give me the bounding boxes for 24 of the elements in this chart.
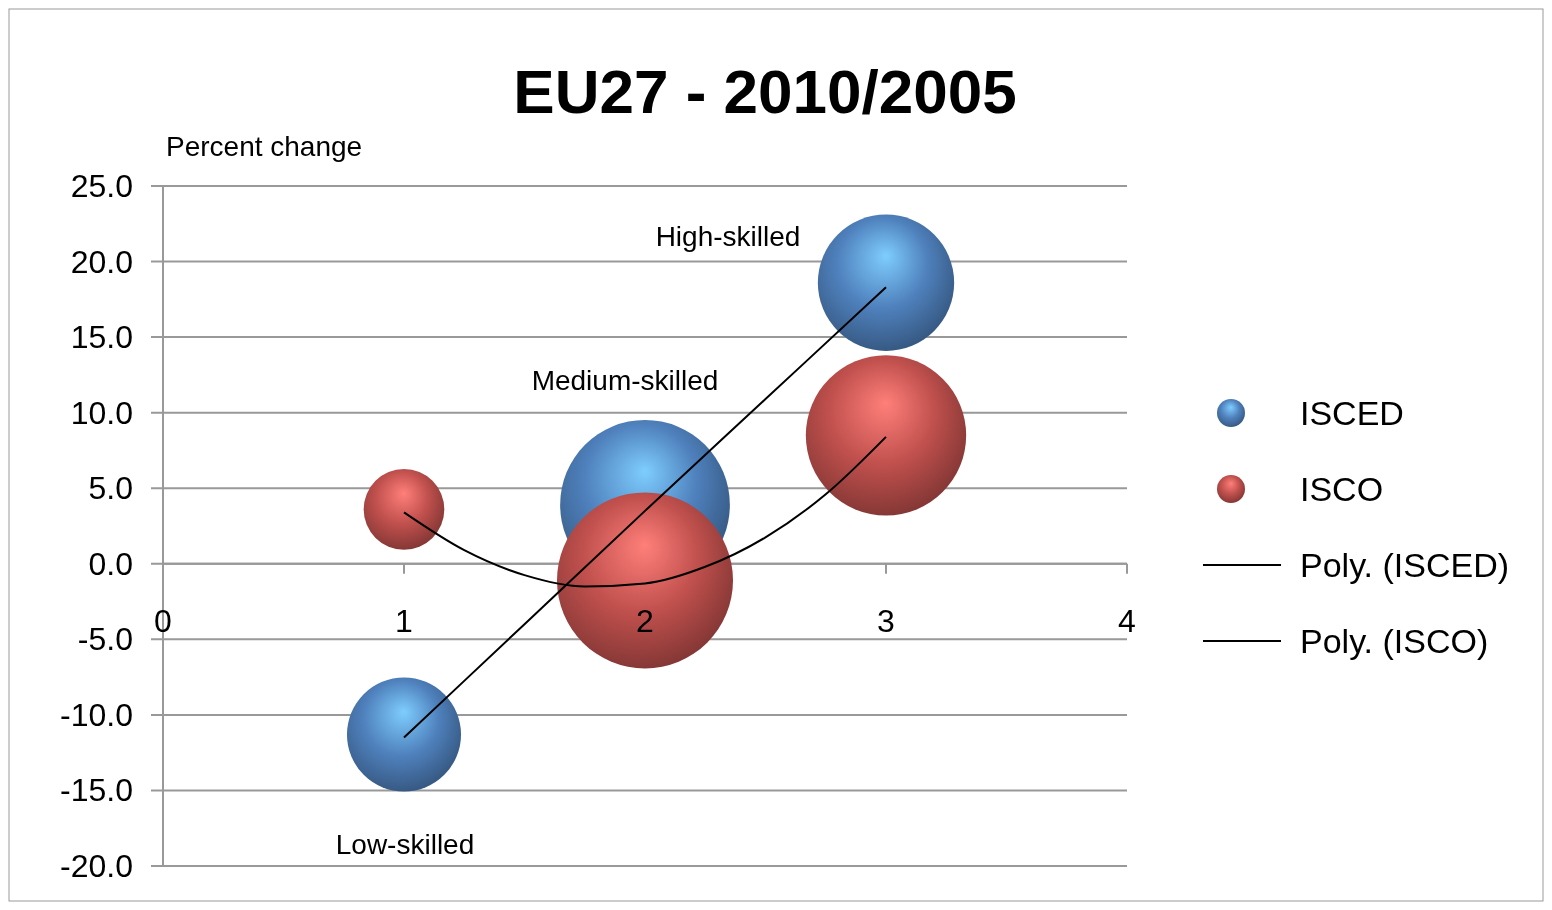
y-tick-label: -5.0 xyxy=(77,621,133,658)
chart-title: EU27 - 2010/2005 xyxy=(513,57,1017,126)
y-tick-label: 0.0 xyxy=(88,545,133,582)
legend-label: Poly. (ISCED) xyxy=(1300,546,1510,584)
legend-label: ISCED xyxy=(1300,394,1404,432)
y-tick-label: -20.0 xyxy=(60,848,133,884)
x-tick-label: 3 xyxy=(877,602,895,639)
y-tick-label: 15.0 xyxy=(70,319,133,356)
y-tick-label: 25.0 xyxy=(70,168,133,204)
y-axis-title: Percent change xyxy=(166,131,363,162)
x-tick-label: 1 xyxy=(395,602,413,639)
legend-label: Poly. (ISCO) xyxy=(1300,622,1489,660)
y-tick-label: -10.0 xyxy=(60,696,133,733)
y-tick-label: -15.0 xyxy=(60,772,133,809)
y-tick-label: 20.0 xyxy=(70,243,133,280)
annotation: High-skilled xyxy=(655,221,801,252)
annotation: Medium-skilled xyxy=(531,365,719,396)
y-tick-label: 5.0 xyxy=(88,470,133,507)
x-tick-label: 2 xyxy=(636,602,654,639)
y-tick-label: 10.0 xyxy=(70,394,133,431)
annotation: Low-skilled xyxy=(335,829,475,860)
x-tick-label: 4 xyxy=(1118,602,1136,639)
legend-label: ISCO xyxy=(1300,470,1384,508)
x-tick-label: 0 xyxy=(154,602,172,639)
